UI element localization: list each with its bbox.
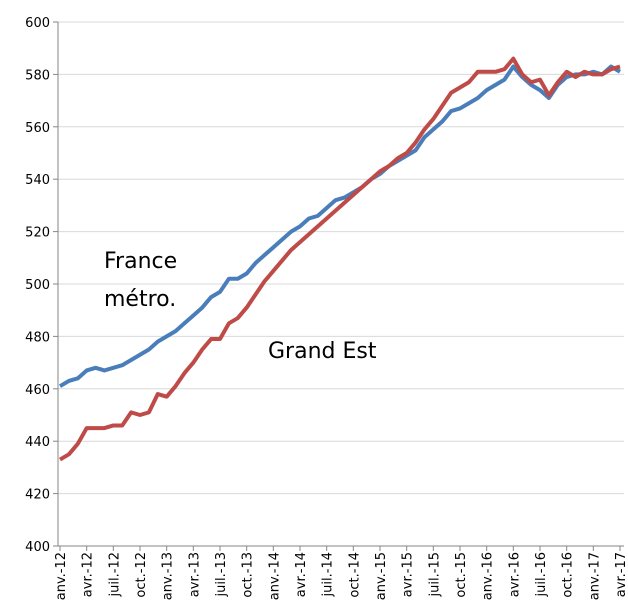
series-annotation: France métro.	[104, 249, 178, 312]
x-tick-label: anv.-15	[374, 552, 389, 600]
x-tick-label: anv.-14	[267, 552, 282, 600]
x-tick-label: juil.-13	[214, 552, 229, 597]
x-tick-label: avr.-16	[507, 552, 522, 597]
y-tick-label: 500	[25, 278, 50, 293]
y-tick-label: 580	[25, 68, 50, 83]
x-tick-label: avr.-14	[294, 552, 309, 597]
y-tick-label: 540	[25, 173, 50, 188]
x-tick-label: oct.-14	[347, 552, 362, 598]
y-tick-label: 520	[25, 226, 50, 241]
x-tick-label: oct.-16	[561, 552, 576, 598]
x-tick-label: oct.-15	[454, 552, 469, 598]
y-tick-label: 600	[25, 16, 50, 31]
x-tick-label: juil.-12	[107, 552, 122, 597]
x-tick-label: avr.-12	[81, 552, 96, 597]
y-tick-label: 560	[25, 121, 50, 136]
y-tick-label: 420	[25, 488, 50, 503]
x-tick-label: juil.-16	[534, 552, 549, 597]
x-tick-label: anv.-16	[481, 552, 496, 600]
x-tick-label: juil.-15	[427, 552, 442, 597]
series-line	[58, 56, 621, 462]
x-tick-label: anv.-17	[587, 552, 602, 600]
series-annotation: Grand Est	[268, 339, 377, 364]
x-tick-label: oct.-13	[241, 552, 256, 598]
x-tick-label: avr.-13	[187, 552, 202, 597]
x-tick-label: anv.-13	[161, 552, 176, 600]
y-tick-label: 400	[25, 540, 50, 555]
y-tick-label: 480	[25, 330, 50, 345]
x-tick-label: juil.-14	[321, 552, 336, 597]
x-tick-label: oct.-12	[134, 552, 149, 598]
x-tick-label: avr.-17	[614, 552, 628, 597]
y-tick-label: 440	[25, 435, 50, 450]
x-tick-label: avr.-15	[401, 552, 416, 597]
y-tick-label: 460	[25, 383, 50, 398]
x-tick-label: anv.-12	[54, 552, 69, 600]
